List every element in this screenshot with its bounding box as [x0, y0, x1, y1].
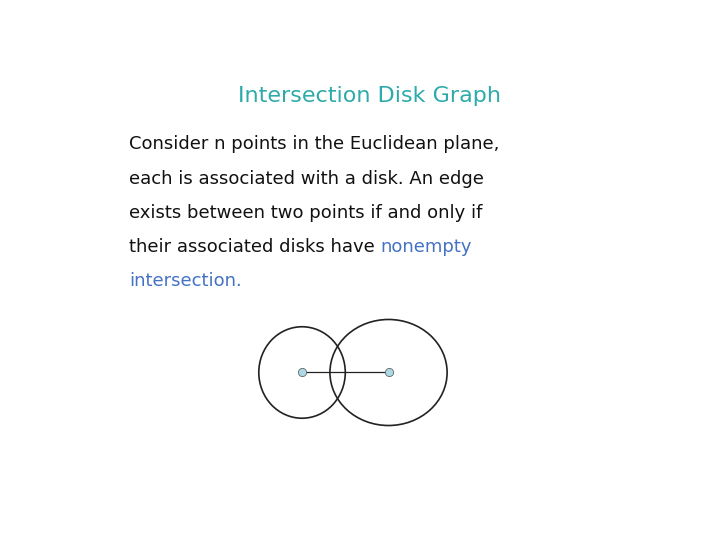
- Text: each is associated with a disk. An edge: each is associated with a disk. An edge: [129, 170, 484, 187]
- Text: Consider n points in the Euclidean plane,: Consider n points in the Euclidean plane…: [129, 136, 500, 153]
- Text: nonempty: nonempty: [381, 238, 472, 256]
- Text: their associated disks have: their associated disks have: [129, 238, 381, 256]
- Text: Intersection Disk Graph: Intersection Disk Graph: [238, 85, 500, 106]
- Text: intersection.: intersection.: [129, 272, 242, 290]
- Text: exists between two points if and only if: exists between two points if and only if: [129, 204, 482, 222]
- Point: [383, 368, 395, 377]
- Point: [297, 368, 308, 377]
